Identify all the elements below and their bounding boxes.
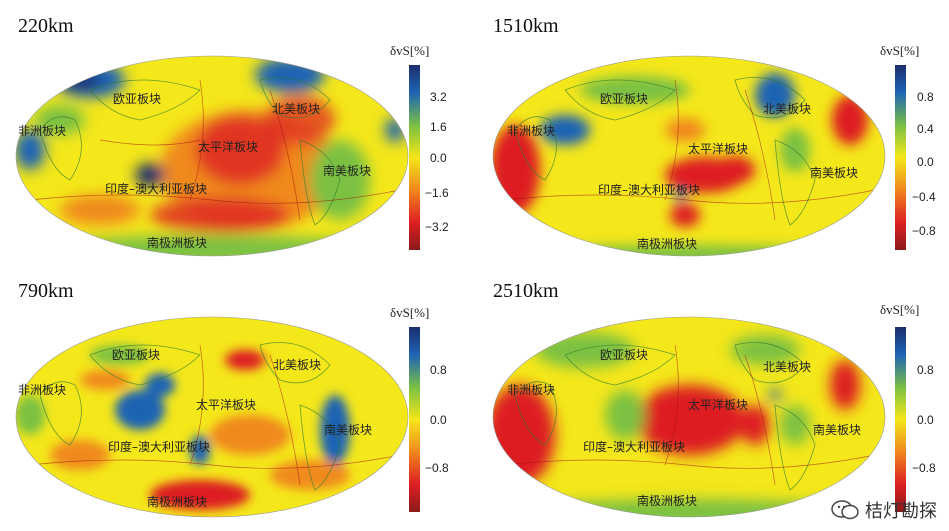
- plate-label-antarctic: 南极洲板块: [147, 495, 208, 509]
- plate-label-eurasia: 欧亚板块: [600, 92, 649, 106]
- depth-title: 2510km: [493, 280, 559, 302]
- plate-label-africa: 非洲板块: [18, 383, 67, 397]
- colorbar-tick: −3.2: [425, 220, 449, 234]
- colorbar: [895, 65, 906, 250]
- plate-label-africa: 非洲板块: [18, 124, 67, 138]
- colorbar-tick: −0.4: [912, 190, 936, 204]
- plate-label-africa: 非洲板块: [507, 124, 556, 138]
- panel-220km: 220km δvS[%] 3.2 1.6 0.0 −1.6 −3.2 非洲板块 …: [0, 0, 474, 265]
- colorbar-title: δvS[%]: [880, 43, 920, 58]
- plate-label-eurasia: 欧亚板块: [112, 348, 161, 362]
- depth-title: 1510km: [493, 15, 559, 37]
- plate-label-africa: 非洲板块: [507, 383, 556, 397]
- plate-label-pacific: 太平洋板块: [688, 142, 749, 156]
- colorbar-tick: 0.8: [917, 363, 934, 377]
- plate-label-south-america: 南美板块: [323, 164, 372, 178]
- plate-label-south-america: 南美板块: [324, 423, 373, 437]
- colorbar-tick: 0.0: [917, 413, 934, 427]
- colorbar-title: δvS[%]: [390, 305, 430, 320]
- tomography-map-2510km: [492, 316, 906, 518]
- tomography-map-1510km: [492, 55, 906, 257]
- plate-label-eurasia: 欧亚板块: [113, 92, 162, 106]
- colorbar-tick: 0.8: [430, 363, 447, 377]
- colorbar-tick: 0.8: [917, 90, 934, 104]
- colorbar-tick: 1.6: [430, 120, 447, 134]
- plate-label-indo-australia: 印度–澳大利亚板块: [105, 182, 208, 196]
- plate-label-indo-australia: 印度–澳大利亚板块: [583, 440, 686, 454]
- colorbar-tick: −1.6: [425, 186, 449, 200]
- colorbar-title: δvS[%]: [880, 302, 920, 317]
- colorbar: [409, 327, 420, 512]
- colorbar-tick: 0.0: [430, 151, 447, 165]
- panel-1510km: 1510km δvS[%] 0.8 0.4 0.0 −0.4 −0.8 非洲板块…: [475, 0, 949, 265]
- plate-label-pacific: 太平洋板块: [196, 398, 257, 412]
- tomography-map-220km: [15, 55, 420, 257]
- colorbar-tick: −0.8: [912, 461, 936, 475]
- plate-label-south-america: 南美板块: [813, 423, 862, 437]
- plate-label-pacific: 太平洋板块: [688, 398, 749, 412]
- depth-title: 220km: [18, 15, 74, 37]
- plate-label-indo-australia: 印度–澳大利亚板块: [598, 183, 701, 197]
- plate-label-north-america: 北美板块: [763, 102, 812, 116]
- plate-label-antarctic: 南极洲板块: [147, 236, 208, 250]
- watermark: 桔灯勘探: [831, 497, 937, 523]
- colorbar: [895, 327, 906, 512]
- panel-2510km: 2510km δvS[%] 0.8 0.0 −0.8 非洲板块 欧亚板块 太平洋…: [475, 265, 949, 530]
- plate-label-north-america: 北美板块: [763, 360, 812, 374]
- colorbar-tick: 0.4: [917, 122, 934, 136]
- colorbar-title: δvS[%]: [390, 43, 430, 58]
- plate-label-antarctic: 南极洲板块: [637, 237, 698, 251]
- plate-label-eurasia: 欧亚板块: [600, 348, 649, 362]
- tomography-map-790km: [15, 316, 420, 518]
- plate-label-indo-australia: 印度–澳大利亚板块: [108, 440, 211, 454]
- colorbar: [409, 65, 420, 250]
- plate-label-pacific: 太平洋板块: [198, 140, 259, 154]
- plate-label-south-america: 南美板块: [810, 166, 859, 180]
- watermark-text: 桔灯勘探: [865, 501, 937, 522]
- panel-790km: 790km δvS[%] 0.8 0.0 −0.8 非洲板块 欧亚板块 太平洋板…: [0, 265, 474, 530]
- wechat-icon: [831, 500, 859, 520]
- plate-label-north-america: 北美板块: [272, 102, 321, 116]
- colorbar-tick: −0.8: [912, 224, 936, 238]
- colorbar-tick: 0.0: [917, 155, 934, 169]
- colorbar-tick: 0.0: [430, 413, 447, 427]
- colorbar-tick: 3.2: [430, 90, 447, 104]
- colorbar-tick: −0.8: [425, 461, 449, 475]
- plate-label-antarctic: 南极洲板块: [637, 494, 698, 508]
- plate-label-north-america: 北美板块: [273, 358, 322, 372]
- depth-title: 790km: [18, 280, 74, 302]
